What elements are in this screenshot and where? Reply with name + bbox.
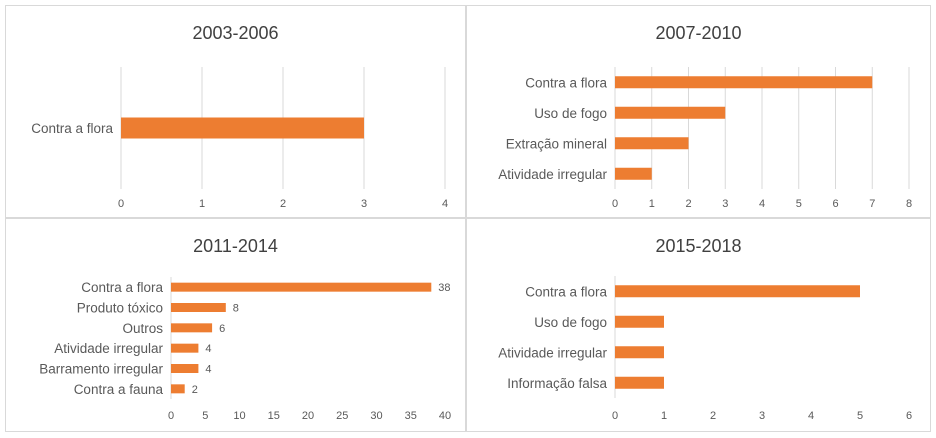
chart-panel-2003-2006: 2003-2006 0 1 2 3 4 Contra a flora [5, 5, 466, 218]
x-tick-label: 35 [405, 410, 417, 422]
category-label: Uso de fogo [534, 106, 607, 121]
data-label: 4 [205, 364, 211, 376]
x-tick-label: 1 [661, 410, 667, 422]
x-tick-label: 1 [199, 198, 205, 210]
category-label: Contra a flora [525, 75, 607, 90]
bar [615, 137, 689, 150]
data-label: 2 [192, 384, 198, 396]
data-label: 4 [205, 343, 211, 355]
bar [171, 323, 213, 333]
data-label: 8 [233, 303, 239, 315]
x-tick-label: 25 [336, 410, 348, 422]
chart-plot: 0 5 10 15 20 25 30 35 40 Contra a flora 38 Produto … [39, 277, 451, 422]
data-label: 6 [219, 323, 225, 335]
bar [171, 384, 185, 394]
x-tick-label: 4 [808, 410, 814, 422]
category-label: Atividade irregular [54, 341, 163, 356]
x-tick-label: 5 [857, 410, 863, 422]
x-tick-label: 3 [361, 198, 367, 210]
category-label: Barramento irregular [39, 362, 163, 377]
bar [171, 282, 432, 292]
bar [171, 364, 199, 373]
bar [171, 303, 226, 312]
x-tick-label: 20 [302, 410, 314, 422]
chart-plot: 0 1 2 3 4 Contra a flora [31, 67, 448, 210]
bar [615, 106, 726, 119]
x-tick-label: 5 [202, 410, 208, 422]
chart-title: 2007-2010 [655, 23, 742, 43]
category-label: Extração mineral [506, 136, 607, 151]
category-label: Produto tóxico [77, 301, 163, 316]
x-tick-label: 15 [268, 410, 280, 422]
bar [615, 285, 860, 298]
bar [615, 167, 652, 180]
chart-plot: 0 1 2 3 4 5 6 7 8 Contra a flora Uso de fogo Extraç… [498, 67, 912, 210]
category-label: Contra a flora [525, 284, 607, 299]
category-label: Contra a fauna [74, 382, 164, 397]
x-tick-label: 0 [118, 198, 124, 210]
bar [121, 117, 364, 139]
x-tick-label: 8 [906, 198, 912, 210]
x-tick-label: 6 [906, 410, 912, 422]
x-tick-label: 40 [439, 410, 451, 422]
chart-title: 2015-2018 [655, 236, 742, 256]
x-tick-label: 3 [722, 198, 728, 210]
bar [615, 315, 664, 328]
category-label: Outros [122, 321, 163, 336]
chart-panel-2011-2014: 2011-2014 0 5 10 15 20 25 30 35 40 Contra a flora… [5, 218, 466, 432]
x-tick-label: 7 [869, 198, 875, 210]
bar [615, 376, 664, 389]
x-tick-label: 6 [832, 198, 838, 210]
x-tick-label: 0 [612, 410, 618, 422]
category-label: Informação falsa [507, 376, 607, 391]
x-tick-label: 1 [649, 198, 655, 210]
x-tick-label: 30 [370, 410, 382, 422]
bar [615, 346, 664, 359]
chart-panel-2015-2018: 2015-2018 0 1 2 3 4 5 6 Contra a flora Uso de fo… [466, 218, 931, 432]
x-tick-label: 0 [612, 198, 618, 210]
x-tick-label: 2 [710, 410, 716, 422]
x-tick-label: 2 [280, 198, 286, 210]
category-label: Atividade irregular [498, 167, 607, 182]
x-tick-label: 2 [685, 198, 691, 210]
chart-plot: 0 1 2 3 4 5 6 Contra a flora Uso de fogo Atividad… [498, 276, 912, 422]
x-tick-label: 3 [759, 410, 765, 422]
x-tick-label: 4 [442, 198, 448, 210]
x-tick-label: 10 [233, 410, 245, 422]
chart-panel-2007-2010: 2007-2010 0 1 2 3 4 5 6 7 8 Contra a flora Uso de … [466, 5, 931, 218]
x-tick-label: 0 [168, 410, 174, 422]
category-label: Contra a flora [31, 121, 113, 136]
bar [615, 76, 873, 89]
chart-title: 2003-2006 [192, 23, 279, 43]
category-label: Contra a flora [81, 280, 163, 295]
x-tick-label: 5 [796, 198, 802, 210]
x-tick-label: 4 [759, 198, 765, 210]
category-label: Atividade irregular [498, 345, 607, 360]
chart-title: 2011-2014 [193, 236, 278, 256]
bar [171, 343, 199, 353]
category-label: Uso de fogo [534, 315, 607, 330]
data-label: 38 [438, 282, 450, 294]
